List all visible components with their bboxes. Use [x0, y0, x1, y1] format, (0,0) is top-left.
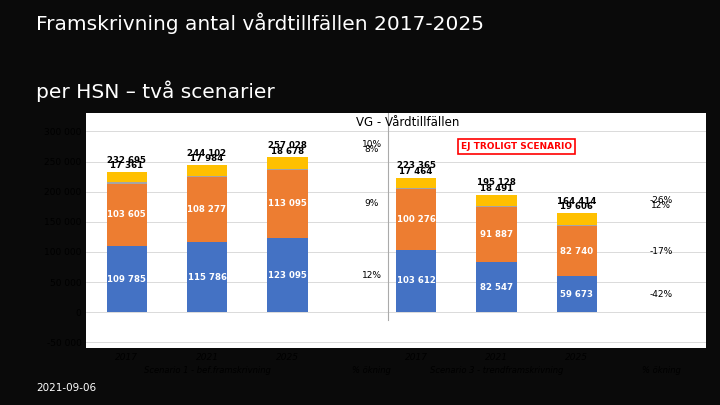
Text: 17 464: 17 464: [400, 167, 433, 176]
Bar: [267, 170, 307, 238]
Text: % ökning: % ökning: [352, 367, 391, 375]
Text: 59 673: 59 673: [560, 290, 593, 299]
Text: 12%: 12%: [362, 271, 382, 279]
Bar: [396, 250, 436, 312]
Bar: [557, 225, 597, 226]
Text: 257 028: 257 028: [268, 141, 307, 150]
Bar: [557, 276, 597, 312]
Text: 12%: 12%: [652, 201, 671, 210]
Text: 2021-09-06: 2021-09-06: [36, 383, 96, 393]
Bar: [557, 213, 597, 225]
Text: % ökning: % ökning: [642, 367, 681, 375]
Bar: [477, 207, 517, 262]
Text: VG - Vårdtillfällen: VG - Vårdtillfällen: [356, 116, 460, 130]
Text: 232 695: 232 695: [107, 156, 146, 165]
Bar: [187, 165, 227, 176]
Text: Scenario 1 - bef.framskrivning: Scenario 1 - bef.framskrivning: [143, 367, 271, 375]
Bar: [477, 206, 517, 207]
Text: 103 605: 103 605: [107, 210, 146, 220]
Text: 8%: 8%: [365, 145, 379, 154]
Text: 82 740: 82 740: [560, 247, 593, 256]
Bar: [187, 176, 227, 177]
Text: 195 128: 195 128: [477, 179, 516, 188]
Bar: [477, 195, 517, 206]
Text: 18 678: 18 678: [271, 147, 304, 156]
Bar: [187, 177, 227, 243]
Bar: [396, 188, 436, 190]
Text: 18 491: 18 491: [480, 184, 513, 193]
Bar: [267, 168, 307, 170]
Text: 100 276: 100 276: [397, 215, 436, 224]
Text: 91 887: 91 887: [480, 230, 513, 239]
Text: 9%: 9%: [365, 199, 379, 209]
Text: -17%: -17%: [649, 247, 673, 256]
Text: 2021: 2021: [196, 353, 219, 362]
Text: 109 785: 109 785: [107, 275, 146, 284]
Bar: [557, 226, 597, 276]
Text: EJ TROLIGT SCENARIO: EJ TROLIGT SCENARIO: [461, 142, 572, 151]
Text: 103 612: 103 612: [397, 277, 436, 286]
Text: 17 361: 17 361: [110, 161, 143, 170]
Text: 19 606: 19 606: [560, 202, 593, 211]
Text: 2017: 2017: [115, 353, 138, 362]
Bar: [267, 238, 307, 312]
Text: 108 277: 108 277: [187, 205, 227, 214]
Text: 113 095: 113 095: [268, 199, 307, 209]
Text: 164 414: 164 414: [557, 197, 597, 206]
Text: Framskrivning antal vårdtillfällen 2017-2025: Framskrivning antal vårdtillfällen 2017-…: [36, 12, 484, 34]
Bar: [107, 246, 147, 312]
Text: 2021: 2021: [485, 353, 508, 362]
Bar: [396, 178, 436, 188]
Bar: [187, 243, 227, 312]
Text: 2025: 2025: [276, 353, 299, 362]
Bar: [396, 190, 436, 250]
Text: 2025: 2025: [565, 353, 588, 362]
Bar: [477, 262, 517, 312]
Text: Scenario 3 - trendframskrivning: Scenario 3 - trendframskrivning: [430, 367, 563, 375]
Text: 223 365: 223 365: [397, 162, 436, 171]
Text: 244 102: 244 102: [187, 149, 227, 158]
Text: 123 095: 123 095: [268, 271, 307, 279]
Bar: [267, 158, 307, 168]
Bar: [107, 172, 147, 183]
Text: 17 984: 17 984: [190, 154, 224, 163]
Text: 10%: 10%: [362, 140, 382, 149]
Text: -42%: -42%: [650, 290, 673, 299]
Text: 2017: 2017: [405, 353, 428, 362]
Text: per HSN – två scenarier: per HSN – två scenarier: [36, 81, 275, 102]
Text: 115 786: 115 786: [187, 273, 227, 282]
Text: 82 547: 82 547: [480, 283, 513, 292]
Text: -26%: -26%: [649, 196, 673, 205]
Bar: [107, 183, 147, 246]
